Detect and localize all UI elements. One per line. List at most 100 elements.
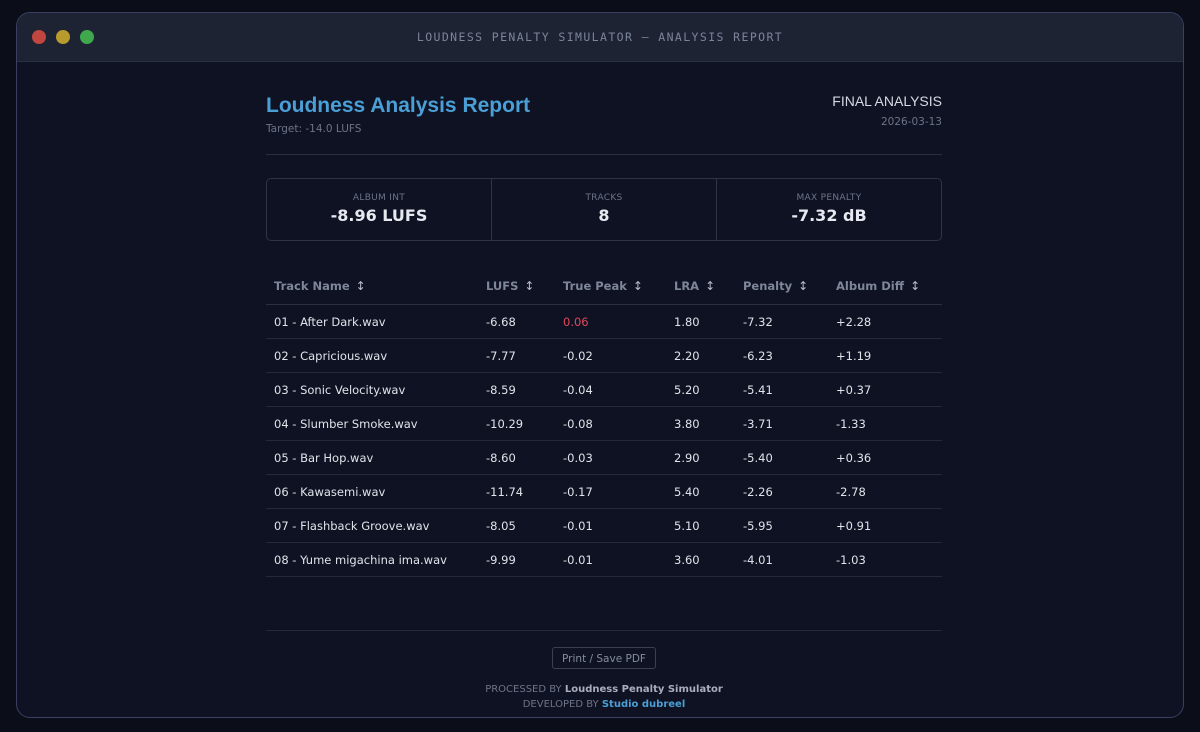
- penalty-cell: -3.71: [735, 406, 828, 441]
- album-diff-cell: -1.33: [828, 406, 942, 441]
- lra-cell: 5.10: [666, 508, 735, 543]
- maximize-window-button[interactable]: [80, 30, 94, 44]
- lufs-cell: -8.05: [478, 508, 555, 543]
- minimize-window-button[interactable]: [56, 30, 70, 44]
- developed-by-line: DEVELOPED BY Studio dubreel: [266, 697, 942, 712]
- lufs-cell: -10.29: [478, 406, 555, 441]
- lra-cell: 5.40: [666, 474, 735, 509]
- stat-album-int: ALBUM INT -8.96 LUFS: [267, 179, 492, 240]
- report-header: Loudness Analysis Report Target: -14.0 L…: [266, 93, 942, 155]
- true-peak-cell: 0.06: [555, 304, 666, 339]
- table-row: 05 - Bar Hop.wav -8.60 -0.03 2.90 -5.40 …: [266, 440, 942, 475]
- penalty-cell: -5.95: [735, 508, 828, 543]
- print-save-pdf-button[interactable]: Print / Save PDF: [552, 647, 656, 669]
- tracks-table: Track Name ↕ LUFS ↕ True Peak ↕ LRA ↕ Penalt…: [266, 268, 942, 577]
- penalty-cell: -6.23: [735, 338, 828, 373]
- album-diff-cell: +0.36: [828, 440, 942, 475]
- sort-updown-icon[interactable]: ↕: [705, 279, 716, 293]
- true-peak-cell: -0.08: [555, 406, 666, 441]
- penalty-cell: -4.01: [735, 542, 828, 577]
- column-label: LUFS: [486, 279, 519, 293]
- track-name-cell: 07 - Flashback Groove.wav: [266, 508, 478, 543]
- stat-label: TRACKS: [585, 193, 623, 203]
- true-peak-cell: -0.17: [555, 474, 666, 509]
- close-window-button[interactable]: [32, 30, 46, 44]
- stat-label: ALBUM INT: [352, 193, 406, 203]
- sort-updown-icon[interactable]: ↕: [798, 279, 809, 293]
- album-diff-cell: +0.37: [828, 372, 942, 407]
- lra-cell: 1.80: [666, 304, 735, 339]
- album-diff-cell: -1.03: [828, 542, 942, 577]
- stat-tracks: TRACKS 8: [492, 179, 717, 240]
- lufs-cell: -9.99: [478, 542, 555, 577]
- album-diff-cell: +0.91: [828, 508, 942, 543]
- table-header-row: Track Name ↕ LUFS ↕ True Peak ↕ LRA ↕ Penalt…: [266, 268, 942, 305]
- processed-by-line: PROCESSED BY Loudness Penalty Simulator: [266, 682, 942, 697]
- column-label: LRA: [674, 279, 700, 293]
- penalty-cell: -7.32: [735, 304, 828, 339]
- report-date: 2026-03-13: [880, 116, 942, 128]
- window-title: LOUDNESS PENALTY SIMULATOR — ANALYSIS RE…: [416, 30, 784, 44]
- sort-updown-icon[interactable]: ↕: [524, 279, 535, 293]
- album-diff-cell: +2.28: [828, 304, 942, 339]
- stat-value: 8: [598, 206, 610, 225]
- report-status: FINAL ANALYSIS: [832, 93, 942, 109]
- column-label: Album Diff: [836, 279, 905, 293]
- column-header-true-peak[interactable]: True Peak ↕: [555, 268, 666, 305]
- credits: PROCESSED BY Loudness Penalty Simulator …: [266, 682, 942, 712]
- track-name-cell: 06 - Kawasemi.wav: [266, 474, 478, 509]
- lra-cell: 3.80: [666, 406, 735, 441]
- developed-by-label: DEVELOPED BY: [522, 699, 599, 710]
- column-header-penalty[interactable]: Penalty ↕: [735, 268, 828, 305]
- table-row: 01 - After Dark.wav -6.68 0.06 1.80 -7.3…: [266, 304, 942, 339]
- summary-stats: ALBUM INT -8.96 LUFS TRACKS 8 MAX PENALT…: [266, 178, 942, 241]
- penalty-cell: -5.40: [735, 440, 828, 475]
- table-row: 06 - Kawasemi.wav -11.74 -0.17 5.40 -2.2…: [266, 474, 942, 509]
- app-window: LOUDNESS PENALTY SIMULATOR — ANALYSIS RE…: [16, 12, 1184, 718]
- stat-value: -7.32 dB: [791, 206, 867, 225]
- target-loudness: Target: -14.0 LUFS: [266, 123, 362, 135]
- stat-value: -8.96 LUFS: [330, 206, 428, 225]
- column-header-lra[interactable]: LRA ↕: [666, 268, 735, 305]
- column-label: True Peak: [563, 279, 627, 293]
- lra-cell: 2.20: [666, 338, 735, 373]
- title-bar: LOUDNESS PENALTY SIMULATOR — ANALYSIS RE…: [17, 13, 1183, 62]
- processed-by-name: Loudness Penalty Simulator: [564, 684, 723, 695]
- sort-updown-icon[interactable]: ↕: [355, 279, 366, 293]
- stat-max-penalty: MAX PENALTY -7.32 dB: [717, 179, 941, 240]
- lufs-cell: -8.59: [478, 372, 555, 407]
- penalty-cell: -5.41: [735, 372, 828, 407]
- table-row: 07 - Flashback Groove.wav -8.05 -0.01 5.…: [266, 508, 942, 543]
- lra-cell: 3.60: [666, 542, 735, 577]
- sort-updown-icon[interactable]: ↕: [910, 279, 921, 293]
- true-peak-cell: -0.01: [555, 542, 666, 577]
- analysis-report: Loudness Analysis Report Target: -14.0 L…: [266, 93, 942, 710]
- lufs-cell: -11.74: [478, 474, 555, 509]
- true-peak-cell: -0.02: [555, 338, 666, 373]
- album-diff-cell: -2.78: [828, 474, 942, 509]
- lra-cell: 5.20: [666, 372, 735, 407]
- footer-divider: [266, 630, 942, 631]
- track-name-cell: 04 - Slumber Smoke.wav: [266, 406, 478, 441]
- column-header-lufs[interactable]: LUFS ↕: [478, 268, 555, 305]
- sort-updown-icon[interactable]: ↕: [632, 279, 643, 293]
- column-label: Track Name: [274, 279, 350, 293]
- developer-link[interactable]: Studio dubreel: [601, 699, 686, 710]
- table-row: 04 - Slumber Smoke.wav -10.29 -0.08 3.80…: [266, 406, 942, 441]
- column-header-track-name[interactable]: Track Name ↕: [266, 268, 478, 305]
- true-peak-cell: -0.04: [555, 372, 666, 407]
- table-row: 02 - Capricious.wav -7.77 -0.02 2.20 -6.…: [266, 338, 942, 373]
- column-label: Penalty: [743, 279, 793, 293]
- track-name-cell: 08 - Yume migachina ima.wav: [266, 542, 478, 577]
- table-row: 03 - Sonic Velocity.wav -8.59 -0.04 5.20…: [266, 372, 942, 407]
- track-name-cell: 01 - After Dark.wav: [266, 304, 478, 339]
- lra-cell: 2.90: [666, 440, 735, 475]
- penalty-cell: -2.26: [735, 474, 828, 509]
- track-name-cell: 03 - Sonic Velocity.wav: [266, 372, 478, 407]
- stat-label: MAX PENALTY: [796, 193, 862, 203]
- track-name-cell: 05 - Bar Hop.wav: [266, 440, 478, 475]
- true-peak-cell: -0.01: [555, 508, 666, 543]
- report-title: Loudness Analysis Report: [266, 94, 531, 117]
- album-diff-cell: +1.19: [828, 338, 942, 373]
- column-header-album-diff[interactable]: Album Diff ↕: [828, 268, 942, 305]
